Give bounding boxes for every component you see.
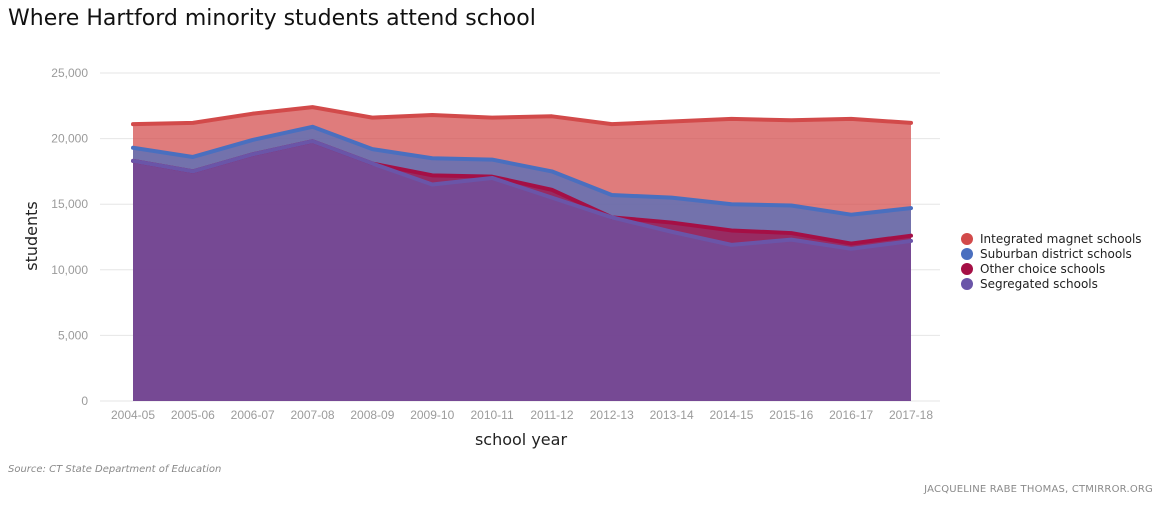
areas <box>133 107 911 402</box>
y-tick-label: 15,000 <box>51 197 88 211</box>
x-tick-label: 2017-18 <box>889 408 933 422</box>
area-segregated-schools <box>133 141 911 401</box>
line-segregated-schools <box>131 139 913 251</box>
x-tick-label: 2012-13 <box>590 408 634 422</box>
y-axis: 0 5,000 10,000 15,000 20,000 25,000 <box>51 66 88 408</box>
line-suburban-district-schools <box>131 124 913 217</box>
credit-line: JACQUELINE RABE THOMAS, CTMIRROR.ORG <box>924 484 1153 495</box>
x-tick-label: 2007-08 <box>291 408 335 422</box>
legend-swatch <box>961 248 973 260</box>
source-note: Source: CT State Department of Education <box>8 464 222 475</box>
legend-item-label: Suburban district schools <box>980 247 1132 261</box>
x-tick-label: 2009-10 <box>410 408 454 422</box>
x-tick-label: 2013-14 <box>650 408 694 422</box>
legend-item-label: Segregated schools <box>980 277 1098 291</box>
legend-item-label: Integrated magnet schools <box>980 232 1142 246</box>
x-axis: 2004-05 2005-06 2006-07 2007-08 2008-09 2009-… <box>111 408 933 422</box>
legend-swatch <box>961 263 973 275</box>
legend-swatch <box>961 233 973 245</box>
x-tick-label: 2005-06 <box>171 408 215 422</box>
y-axis-label: students <box>22 201 41 271</box>
line-integrated-magnet-schools <box>131 105 913 127</box>
y-tick-label: 20,000 <box>51 132 88 146</box>
y-tick-label: 25,000 <box>51 66 88 80</box>
legend-item-label: Other choice schools <box>980 262 1105 276</box>
x-tick-label: 2006-07 <box>231 408 275 422</box>
y-tick-label: 0 <box>81 394 88 408</box>
y-tick-label: 5,000 <box>58 328 88 342</box>
x-tick-label: 2015-16 <box>769 408 813 422</box>
x-axis-label: school year <box>475 430 568 449</box>
legend-swatch <box>961 278 973 290</box>
x-tick-label: 2004-05 <box>111 408 155 422</box>
x-tick-label: 2010-11 <box>470 408 513 422</box>
y-tick-label: 10,000 <box>51 263 88 277</box>
series-lines <box>131 105 913 251</box>
x-tick-label: 2016-17 <box>829 408 873 422</box>
x-tick-label: 2014-15 <box>709 408 753 422</box>
x-tick-label: 2008-09 <box>350 408 394 422</box>
x-tick-label: 2011-12 <box>530 408 573 422</box>
chart-title: Where Hartford minority students attend … <box>8 6 536 31</box>
